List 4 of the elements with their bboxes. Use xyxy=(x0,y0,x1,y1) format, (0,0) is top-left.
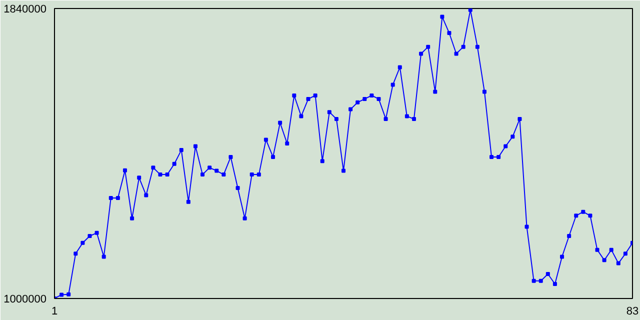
y-tick-label: 1000000 xyxy=(4,294,47,306)
y-tick-label: 1840000 xyxy=(4,4,47,16)
x-tick-label: 83 xyxy=(626,306,639,318)
x-tick-label: 1 xyxy=(51,306,58,318)
